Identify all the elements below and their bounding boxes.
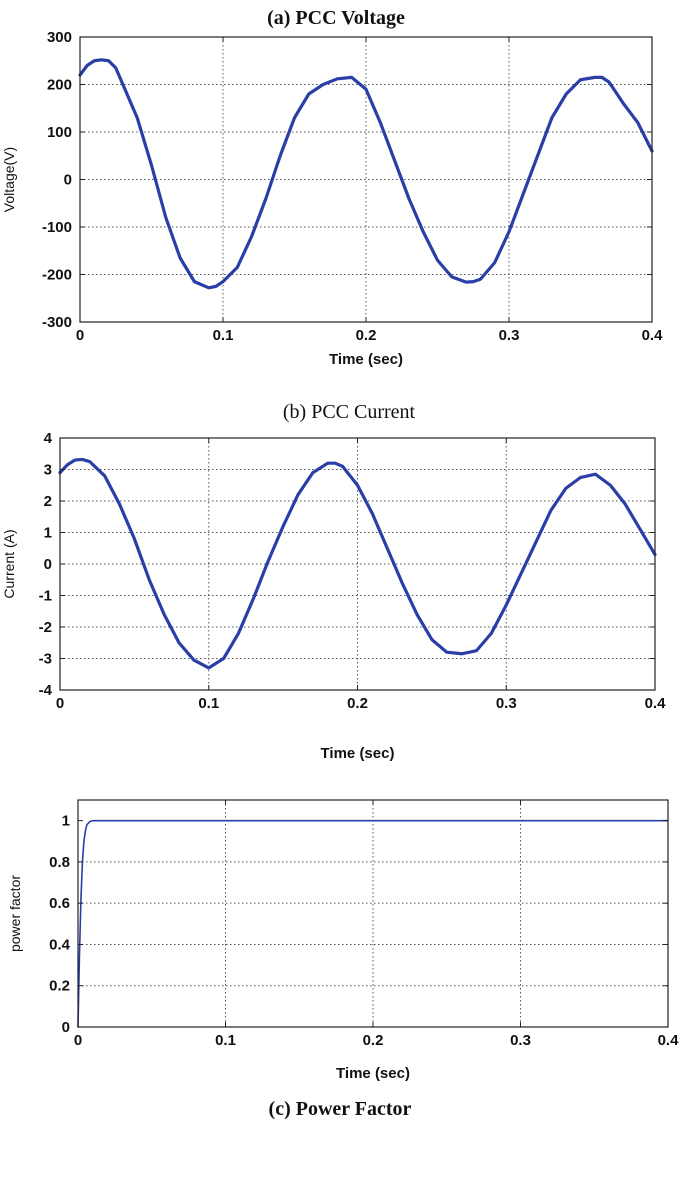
y-tick-label: 3 bbox=[44, 462, 52, 479]
y-tick-label: 0.6 bbox=[49, 895, 70, 912]
x-tick-label: 0.2 bbox=[356, 327, 377, 344]
y-tick-label: 1 bbox=[44, 525, 52, 542]
x-tick-label: 0.3 bbox=[510, 1032, 531, 1049]
y-tick-label: 100 bbox=[47, 124, 72, 141]
y-axis-label: Current (A) bbox=[1, 529, 17, 598]
ticks: 0 0.1 0.2 0.3 0.4 0 0.2 0.4 0.6 0.8 1 bbox=[49, 800, 679, 1049]
y-tick-label: -200 bbox=[42, 267, 72, 284]
x-tick-label: 0.1 bbox=[215, 1032, 236, 1049]
y-tick-label: -3 bbox=[39, 651, 52, 668]
y-tick-label: 2 bbox=[44, 493, 52, 510]
y-tick-label: 0 bbox=[62, 1019, 70, 1036]
x-tick-label: 0 bbox=[74, 1032, 82, 1049]
y-tick-label: 0.2 bbox=[49, 978, 70, 995]
y-tick-label: 200 bbox=[47, 77, 72, 94]
y-tick-label: 0.8 bbox=[49, 854, 70, 871]
x-tick-label: 0.2 bbox=[347, 695, 368, 712]
y-tick-label: 300 bbox=[47, 29, 72, 46]
chart-title: (a) PCC Voltage bbox=[267, 7, 405, 29]
ticks: 0 0.1 0.2 0.3 0.4 -4 -3 -2 -1 0 1 2 3 4 bbox=[39, 430, 666, 712]
y-axis-label: Voltage(V) bbox=[1, 147, 17, 212]
y-tick-label: 4 bbox=[44, 430, 53, 447]
y-axis-label: power factor bbox=[7, 875, 23, 952]
x-axis-label: Time (sec) bbox=[329, 351, 403, 368]
x-tick-label: 0.3 bbox=[499, 327, 520, 344]
y-tick-label: 0 bbox=[44, 556, 52, 573]
grid bbox=[78, 800, 668, 1027]
y-tick-label: 1 bbox=[62, 813, 70, 830]
x-tick-label: 0 bbox=[76, 327, 84, 344]
x-tick-label: 0 bbox=[56, 695, 64, 712]
x-tick-label: 0.2 bbox=[363, 1032, 384, 1049]
y-tick-label: -100 bbox=[42, 219, 72, 236]
series-line-1 bbox=[78, 58, 654, 290]
y-tick-label: -2 bbox=[39, 619, 52, 636]
ticks: 0 0.1 0.2 0.3 0.4 -300 -200 -100 0 100 200 300 bbox=[42, 29, 663, 344]
x-tick-label: 0.1 bbox=[198, 695, 219, 712]
chart-title: (b) PCC Current bbox=[283, 401, 416, 423]
y-tick-label: -300 bbox=[42, 314, 72, 331]
chart-title: (c) Power Factor bbox=[269, 1098, 412, 1120]
x-axis-label: Time (sec) bbox=[321, 745, 395, 762]
x-axis-label: Time (sec) bbox=[336, 1065, 410, 1082]
y-tick-label: -4 bbox=[39, 682, 53, 699]
plot-area bbox=[80, 37, 652, 322]
x-tick-label: 0.4 bbox=[658, 1032, 680, 1049]
x-tick-label: 0.1 bbox=[213, 327, 234, 344]
x-tick-label: 0.4 bbox=[645, 695, 667, 712]
grid bbox=[60, 438, 655, 690]
y-tick-label: 0 bbox=[64, 172, 72, 189]
y-tick-label: -1 bbox=[39, 588, 52, 605]
series-line-1 bbox=[58, 457, 657, 670]
chart-1: (a) PCC Voltage 0 0.1 0.2 0.3 0.4 -300 -200 -100… bbox=[1, 7, 663, 368]
grid bbox=[80, 37, 652, 322]
chart-2: (b) PCC Current 0 0.1 0.2 0.3 0.4 -4 -3 -2 -1 0 1 2 3… bbox=[1, 401, 666, 762]
x-tick-label: 0.3 bbox=[496, 695, 517, 712]
series-line-1 bbox=[77, 819, 669, 1028]
y-tick-label: 0.4 bbox=[49, 936, 71, 953]
x-tick-label: 0.4 bbox=[642, 327, 664, 344]
